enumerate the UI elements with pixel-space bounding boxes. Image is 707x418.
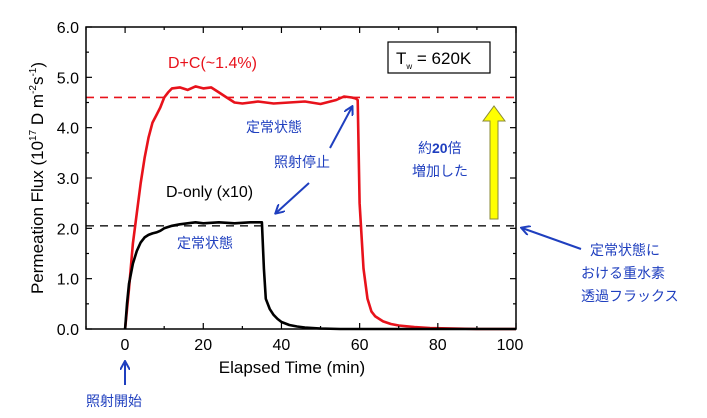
increase-suffix: 倍	[448, 141, 462, 157]
condition-box	[387, 41, 491, 74]
series-layer	[123, 85, 516, 331]
increase-prefix: 約	[418, 141, 432, 157]
y-tick-label: 0.0	[57, 322, 79, 339]
legend-label-d-only: D-only (x10)	[166, 184, 253, 201]
y-axis-title-exponent: 17	[28, 129, 39, 141]
x-tick-labels: 0 20 40 60 80 100	[121, 337, 524, 354]
flux-note-line1: 定常状態に	[590, 243, 660, 259]
x-tick-label: 80	[429, 337, 447, 354]
y-axis-title: Permeation Flux (1017 D m-2s-1)	[28, 62, 47, 294]
increase-factor: 20	[432, 140, 448, 156]
irradiation-start-label: 照射開始	[86, 394, 142, 410]
condition-subscript: w	[405, 62, 412, 71]
reference-lines	[86, 96, 516, 227]
legend-label-d-plus-c: D+C(~1.4%)	[168, 55, 257, 72]
series-line-d-plus-c	[123, 85, 516, 331]
steady-state-label-bottom: 定常状態	[177, 236, 233, 252]
series-line-d-only	[123, 221, 516, 331]
y-tick-labels: 0.0 1.0 2.0 3.0 4.0 5.0 6.0	[57, 20, 79, 339]
y-tick-label: 2.0	[57, 221, 79, 238]
x-tick-label: 60	[351, 337, 369, 354]
steady-state-label-top: 定常状態	[246, 120, 302, 136]
arrow-to-black-stop	[276, 182, 310, 213]
y-axis-title-unit: D m	[28, 94, 47, 130]
y-axis-title-main: Permeation Flux (10	[28, 141, 47, 294]
y-axis-title-exponent: -1	[28, 67, 39, 76]
y-tick-label: 5.0	[57, 70, 79, 87]
flux-note-line2: おける重水素	[581, 266, 665, 282]
x-tick-label: 40	[273, 337, 291, 354]
increase-label-line1: 約20倍	[418, 140, 462, 157]
irradiation-stop-label: 照射停止	[274, 154, 330, 171]
y-tick-label: 1.0	[57, 272, 79, 289]
y-axis-title-exponent: -2	[28, 85, 39, 94]
arrow-to-red-stop	[329, 107, 352, 149]
y-tick-label: 6.0	[57, 20, 79, 37]
x-tick-label: 100	[497, 337, 524, 354]
increase-arrow-icon	[482, 105, 506, 220]
y-tick-label: 3.0	[57, 171, 79, 188]
y-tick-label: 4.0	[57, 121, 79, 138]
arrow-to-steady-flux	[522, 228, 582, 250]
condition-value: = 620K	[412, 49, 472, 68]
x-axis-title: Elapsed Time (min)	[219, 358, 365, 377]
flux-note-line3: 透過フラックス	[581, 289, 679, 305]
y-axis-title-end: )	[28, 62, 47, 68]
x-tick-label: 20	[194, 337, 212, 354]
axis-ticks	[85, 26, 517, 330]
y-axis-title-unit: s	[28, 77, 47, 86]
x-tick-label: 0	[121, 337, 130, 354]
increase-label-line2: 増加した	[412, 164, 468, 180]
condition-T: T	[396, 49, 406, 68]
condition-text: Tw = 620K	[396, 49, 472, 71]
